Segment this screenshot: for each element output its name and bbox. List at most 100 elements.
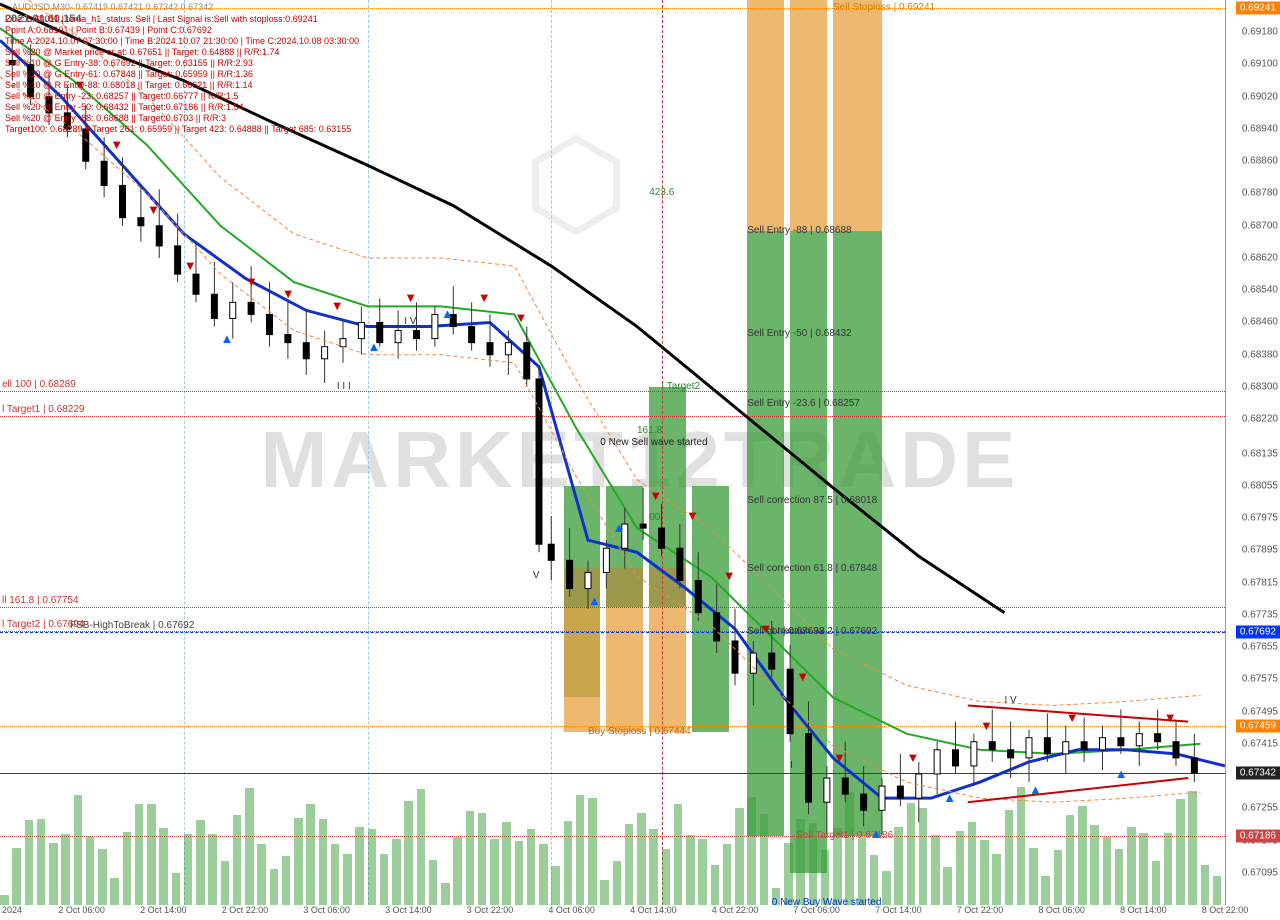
volume-bar <box>417 789 426 905</box>
down-arrow-icon: ▼ <box>404 290 417 305</box>
y-tick: 0.68940 <box>1242 123 1278 134</box>
x-tick: 7 Oct 06:00 <box>793 905 840 915</box>
x-tick: 4 Oct 14:00 <box>630 905 677 915</box>
y-marker: 0.67692 <box>1236 626 1280 639</box>
up-arrow-icon: ▲ <box>368 339 381 354</box>
down-arrow-icon: ▼ <box>282 286 295 301</box>
y-marker: 0.67459 <box>1236 720 1280 733</box>
down-arrow-icon: ▼ <box>686 508 699 523</box>
info-line: Sell %10 @ G Entry-38: 0.67692 || Target… <box>5 58 253 68</box>
volume-bar <box>943 867 952 905</box>
zone <box>649 607 686 732</box>
down-arrow-icon: ▼ <box>723 568 736 583</box>
annotation: Sell Stoploss | 0.69241 <box>833 2 935 13</box>
volume-bar <box>735 808 744 905</box>
x-tick: 3 Oct 06:00 <box>303 905 350 915</box>
volume-bar <box>135 804 144 905</box>
volume-bar <box>1201 865 1210 905</box>
volume-bar <box>1005 810 1014 905</box>
annotation: I I I <box>337 381 351 392</box>
volume-bar <box>1103 837 1112 905</box>
volume-bar <box>551 866 560 905</box>
info-line: Sell %20 @ Entry -88: 0.68688 || Target:… <box>5 113 226 123</box>
y-tick: 0.68055 <box>1242 480 1278 491</box>
volume-bar <box>698 839 707 905</box>
volume-bar <box>1017 787 1026 905</box>
volume-bar <box>196 820 205 905</box>
volume-bar <box>1066 815 1075 905</box>
volume-bar <box>649 829 658 905</box>
down-arrow-icon: ▼ <box>478 290 491 305</box>
up-arrow-icon: ▲ <box>588 593 601 608</box>
y-tick: 0.68380 <box>1242 349 1278 360</box>
volume-bar <box>931 835 940 905</box>
down-arrow-icon: ▼ <box>833 750 846 765</box>
volume-bar <box>294 818 303 905</box>
y-marker: 0.69241 <box>1236 1 1280 14</box>
annotation: Sell Entry -50 | 0.68432 <box>747 328 851 339</box>
down-arrow-icon: ▼ <box>980 718 993 733</box>
chart-container[interactable]: ⬡ MARKET12TRADE ell 100 | 0.68289l Targe… <box>0 0 1280 920</box>
volume-bar <box>637 813 646 905</box>
horizontal-line <box>0 632 1225 633</box>
volume-bar <box>1127 827 1136 905</box>
volume-bar <box>319 819 328 905</box>
volume-bar <box>257 844 266 905</box>
y-tick: 0.67255 <box>1242 803 1278 814</box>
x-tick: 2 Oct 22:00 <box>222 905 269 915</box>
volume-bar <box>392 839 401 905</box>
down-arrow-icon: ▼ <box>110 137 123 152</box>
volume-bar <box>1152 861 1161 905</box>
volume-bar <box>1078 806 1087 905</box>
volume-bar <box>74 795 83 905</box>
volume-bar <box>343 854 352 905</box>
annotation: 423.6 <box>649 187 674 198</box>
left-label: FSB-HighToBreak | 0.67692 <box>70 620 194 631</box>
volume-bar <box>576 795 585 905</box>
volume-bar <box>747 797 756 905</box>
volume-bar <box>1054 850 1063 905</box>
volume-bar <box>845 792 854 905</box>
volume-bar <box>331 844 340 905</box>
down-arrow-icon: ▼ <box>515 310 528 325</box>
up-arrow-icon: ▲ <box>1115 766 1128 781</box>
x-tick: 7 Oct 14:00 <box>875 905 922 915</box>
annotation: V <box>533 570 540 581</box>
x-tick: 3 Oct 14:00 <box>385 905 432 915</box>
volume-bar <box>380 854 389 905</box>
up-arrow-icon: ▲ <box>1029 782 1042 797</box>
volume-bar <box>539 844 548 905</box>
horizontal-line <box>0 391 1225 392</box>
volume-bar <box>37 819 46 905</box>
info-line: Sell %20 @ Entry -50: 0.68432 || Target:… <box>5 102 243 112</box>
volume-bar <box>98 849 107 905</box>
annotation: Sell correction 38.2 | 0.67692 <box>747 626 877 637</box>
plot-area[interactable]: ell 100 | 0.68289l Target1 | 0.68229ll 1… <box>0 0 1225 905</box>
down-arrow-icon: ▼ <box>649 488 662 503</box>
x-tick: 8 Oct 14:00 <box>1120 905 1167 915</box>
volume-bar <box>1041 876 1050 905</box>
volume-bar <box>1139 833 1148 905</box>
annotation: | Target2 <box>662 381 701 392</box>
y-marker: 0.67342 <box>1236 767 1280 780</box>
down-arrow-icon: ▼ <box>796 669 809 684</box>
zone <box>606 568 643 606</box>
volume-bar <box>1213 876 1222 905</box>
volume-bar <box>882 871 891 905</box>
x-tick: 1 Oct 2024 <box>0 905 22 915</box>
volume-bar <box>502 822 511 905</box>
down-arrow-icon: ▼ <box>184 258 197 273</box>
volume-bar <box>968 822 977 905</box>
y-tick: 0.67895 <box>1242 545 1278 556</box>
volume-bar <box>270 869 279 905</box>
info-line: Sell %10 @ Entry -23: 0.68257 || Target:… <box>5 91 238 101</box>
y-tick: 0.68860 <box>1242 156 1278 167</box>
x-tick: 4 Oct 22:00 <box>712 905 759 915</box>
horizontal-line <box>0 607 1225 608</box>
annotation: Sell Entry -88 | 0.68688 <box>747 225 851 236</box>
zone <box>790 0 827 231</box>
volume-bar <box>221 861 230 905</box>
volume-bar <box>159 828 168 905</box>
info-line: Target100: 0.68289 || Target 261: 0.6595… <box>5 124 351 134</box>
volume-bar <box>894 827 903 905</box>
